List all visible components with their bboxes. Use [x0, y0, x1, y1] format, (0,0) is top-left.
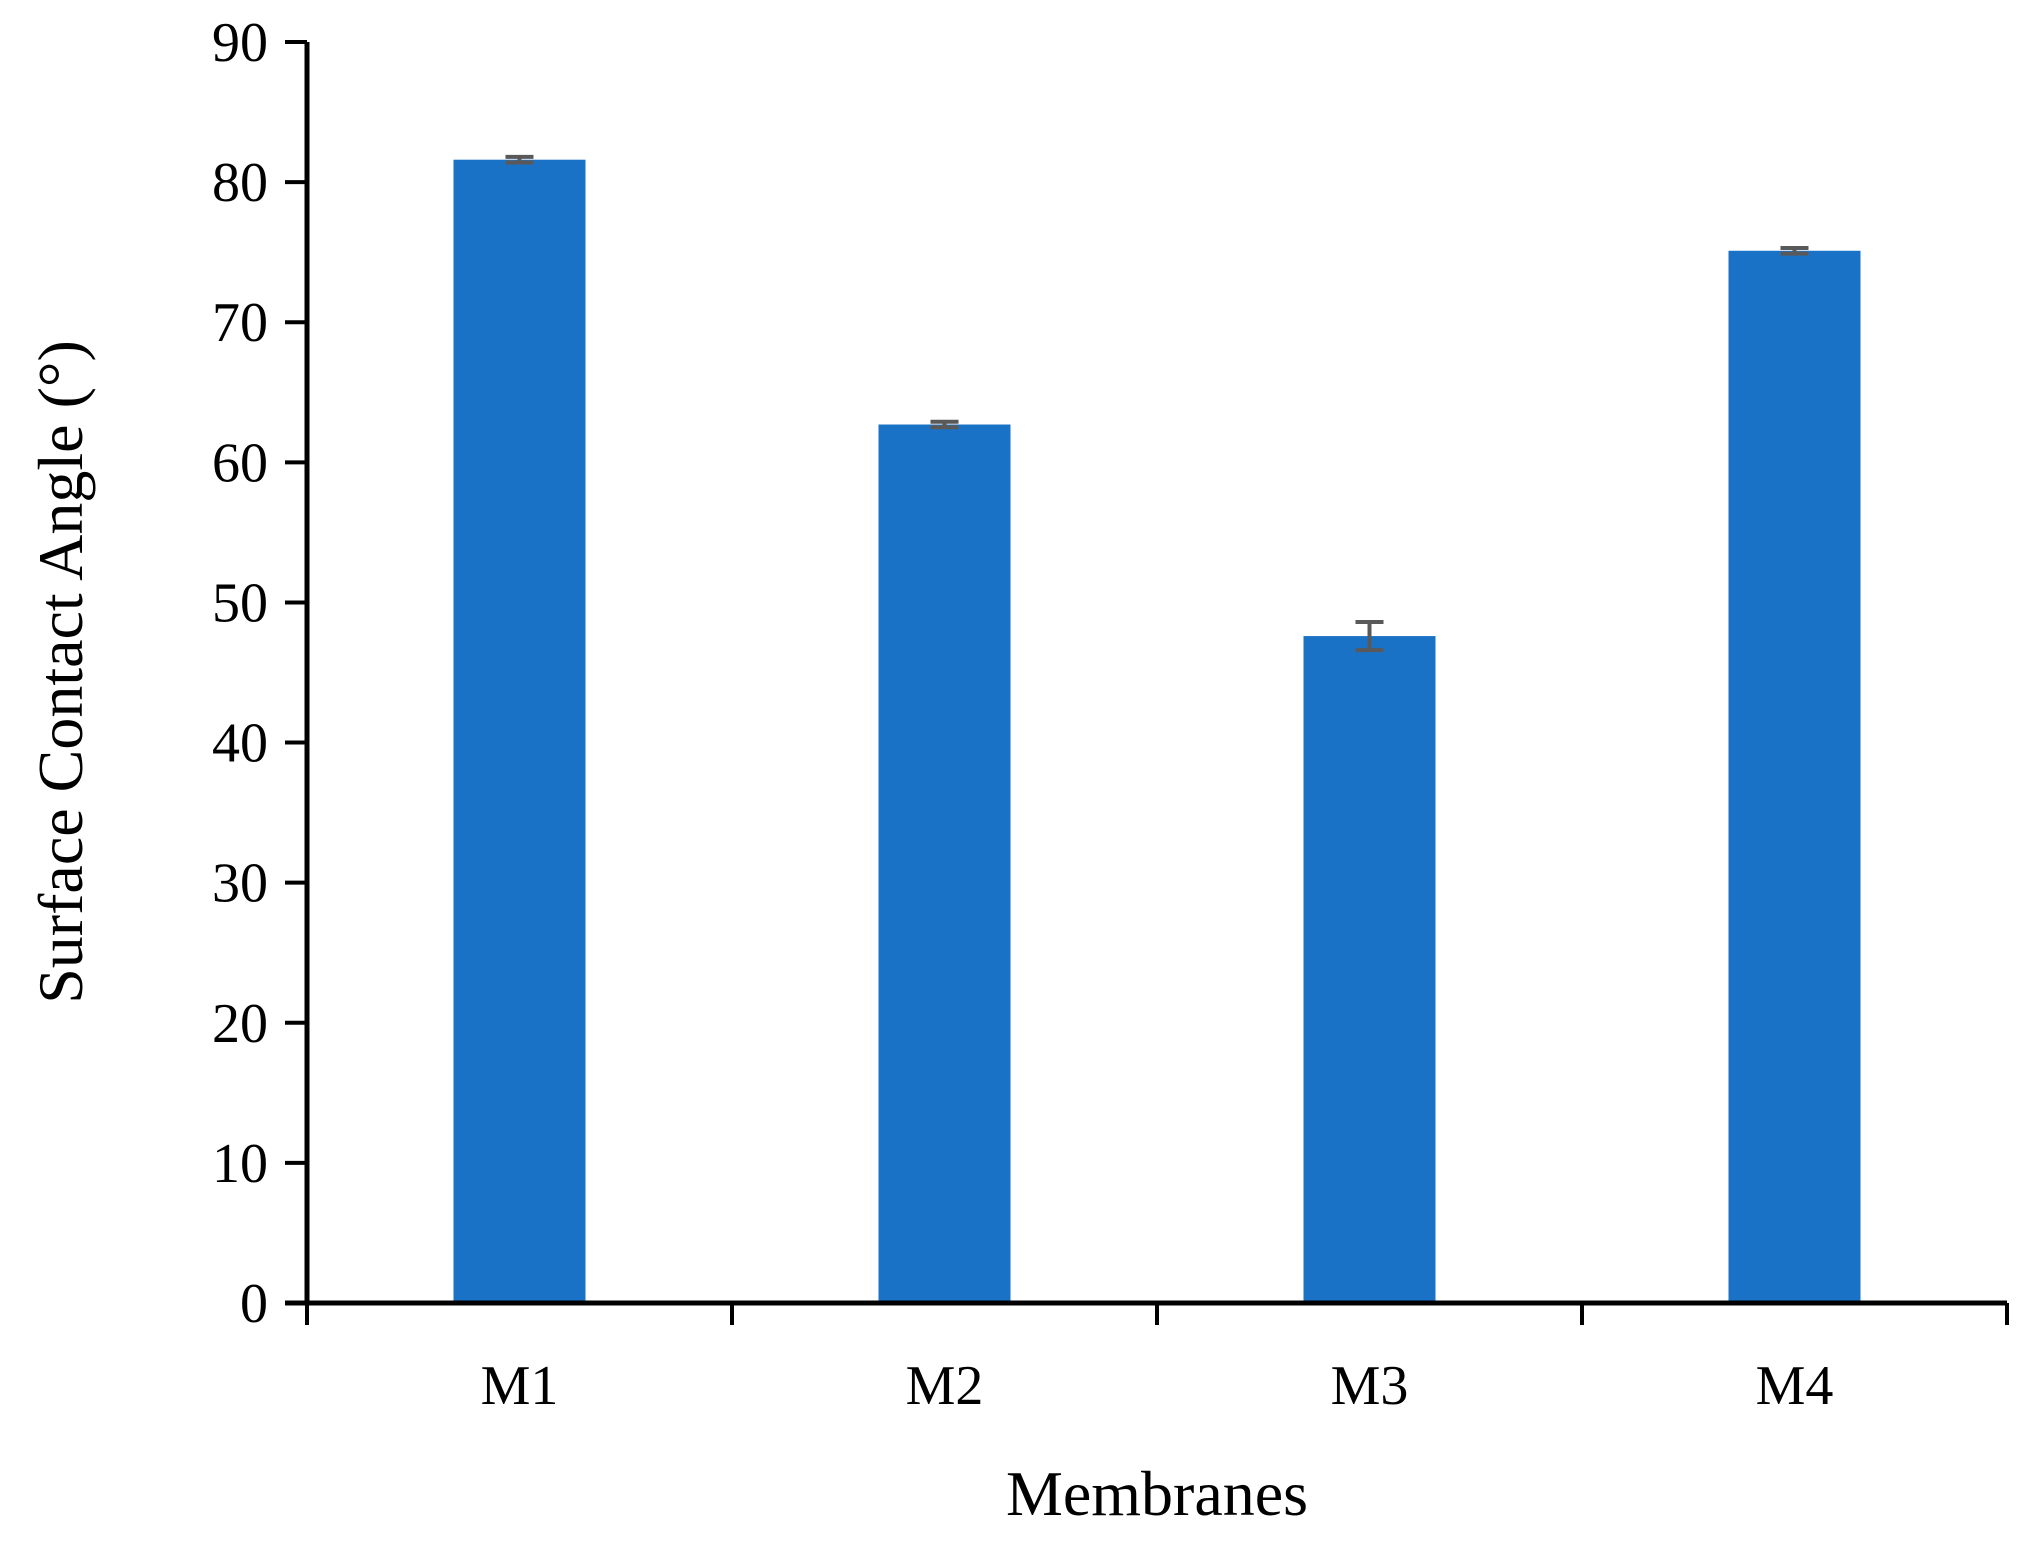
y-tick-label: 30 — [212, 853, 268, 915]
x-tick-label-m3: M3 — [1331, 1355, 1409, 1417]
y-axis-title: Surface Contact Angle (°) — [25, 340, 96, 1004]
bar-m4 — [1728, 250, 1861, 1304]
error-bars — [505, 154, 1809, 653]
y-tick-label: 50 — [212, 572, 268, 634]
y-tick-label: 40 — [212, 713, 268, 775]
y-tick-label: 70 — [212, 292, 268, 354]
x-axis-title: Membranes — [1006, 1458, 1308, 1529]
error-bar-m2 — [930, 419, 959, 430]
x-tick-label-m1: M1 — [481, 1355, 559, 1417]
bar-m2 — [878, 424, 1011, 1304]
y-tick-label: 10 — [212, 1133, 268, 1195]
y-axis-ticks: 0 10 20 30 40 50 60 70 80 90 — [212, 12, 307, 1335]
y-tick-label: 20 — [212, 993, 268, 1055]
y-tick-label: 90 — [212, 12, 268, 74]
error-bar-m1 — [505, 154, 534, 165]
bars — [453, 159, 1861, 1304]
error-bar-m3 — [1355, 620, 1384, 653]
y-tick-label: 0 — [240, 1273, 268, 1335]
error-bar-m4 — [1780, 245, 1809, 256]
x-tick-label-m2: M2 — [906, 1355, 984, 1417]
bar-m3 — [1303, 636, 1436, 1303]
x-tick-label-m4: M4 — [1756, 1355, 1834, 1417]
y-tick-label: 80 — [212, 152, 268, 214]
y-tick-label: 60 — [212, 432, 268, 494]
x-axis-ticks: M1 M2 M3 M4 — [305, 1303, 2009, 1417]
bar-m1 — [453, 159, 586, 1303]
